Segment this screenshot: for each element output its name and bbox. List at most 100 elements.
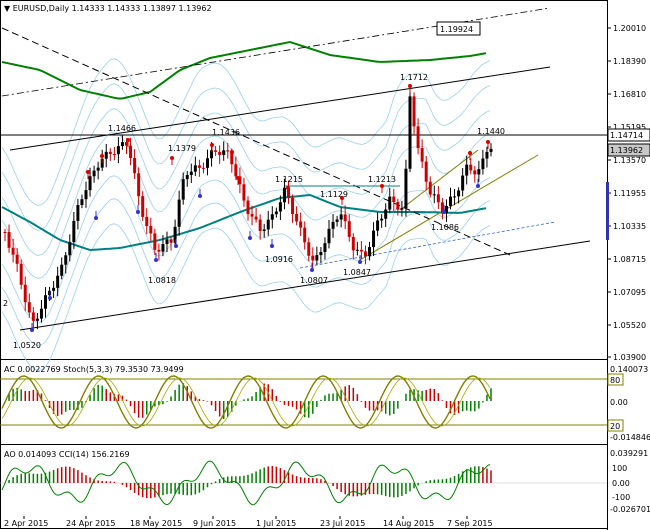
candle-body [343,214,347,222]
lower-channel-line [19,240,591,331]
candle-body [299,221,303,228]
fractal-down-marker [358,260,362,264]
fractal-down-marker [154,258,158,262]
candle-body [145,216,149,227]
fractal-up-marker [468,151,472,155]
candle-body [254,216,258,220]
candle-body [444,205,448,214]
price-tick-label: 1.18390 [613,57,646,66]
candle-body [372,230,376,248]
candle-body [368,247,371,257]
time-label: 14 Aug 2015 [383,519,434,528]
candle-body [270,214,274,220]
candle-body [116,146,120,155]
label-1379: 1.1379 [168,144,196,153]
ac-axis: 0.140073 80 0.00 20 -0.014846 [607,365,650,442]
candle-body [242,184,246,201]
label-1129: 1.1129 [320,190,348,199]
fractal-down-marker [310,268,314,272]
fractal-down-marker [30,328,34,332]
ao-tick-bottom: -0.026701 [610,505,650,514]
candle-body [120,142,124,147]
candle-body [311,255,315,261]
candle-body [400,208,404,210]
candle-body [384,209,388,219]
collapse-triangle-icon[interactable]: ▼ [4,4,13,13]
candle-body [72,220,76,243]
fractal-up-marker [210,143,214,147]
symbol-label: EURUSD,Daily [13,4,70,13]
time-label: 24 Apr 2015 [66,519,115,528]
candle-body [388,196,392,210]
candle-body [473,170,477,175]
ao-cci-panel [0,460,607,506]
candle-body [347,221,351,237]
hline-price-tag [607,128,650,142]
fractal-markers [30,84,490,332]
candle-body [56,275,60,288]
fractal-down-marker [136,210,140,214]
fractal-up-marker [380,184,384,188]
candle-body [262,229,266,231]
dashed-downtrend-line [1,27,511,256]
candle-body [206,158,209,168]
candle-body [3,232,7,233]
candle-body [392,196,396,203]
fractal-up-marker [340,196,344,200]
candle-body [104,151,108,159]
candle-body [266,219,270,230]
candle-body [465,164,469,176]
candle-body [319,251,323,256]
fractal-up-marker [86,170,90,174]
moving-averages [1,40,487,252]
ohlc-values: 1.14333 1.14333 1.13897 1.13962 [72,4,212,13]
candle-body [177,199,181,227]
candle-body [303,227,307,243]
fractal-down-marker [248,236,252,240]
stoch-main-line [1,375,491,429]
candle-body [457,190,461,197]
candle-body [149,226,153,234]
candle-body [327,228,331,244]
candle-body [424,161,428,182]
candle-body [7,232,11,248]
candle-body [282,187,286,203]
candle-body [108,151,112,154]
time-axis: 2 Apr 2015 24 Apr 2015 18 May 2015 9 Jun 20… [4,516,493,528]
fractal-up-marker [236,176,240,180]
candle-body [396,202,400,210]
price-candles [3,89,493,330]
candle-body [380,218,384,221]
fractal-up-marker [408,84,412,88]
level-20-box [607,419,624,432]
candle-body [68,242,72,256]
ac-panel-title: AC 0.0022769 Stoch(5,3,3) 79.3530 73.949… [4,365,184,374]
candle-body [214,150,218,152]
candle-body [39,308,43,319]
candle-body [201,167,205,169]
price-tick-label: 1.16810 [613,90,646,99]
fractal-down-marker [48,296,52,300]
fractal-down-marker [198,194,202,198]
trendlines[interactable] [0,7,607,331]
candle-body [165,239,169,245]
price-axis: 1.20010 1.18390 1.16810 1.15195 1.13570 1.119… [607,24,646,362]
label-0847: 1.0847 [343,268,371,277]
ma-fast-line [1,193,487,252]
level-80-label: 80 [610,376,620,385]
cci-line [1,460,491,506]
label-1436: 1.1436 [212,128,240,137]
ac-stoch-panel [0,375,607,429]
candle-body [428,181,432,195]
candle-body [129,145,133,158]
candle-body [376,220,380,231]
candle-body [295,214,299,222]
label-1712: 1.1712 [400,73,428,82]
ao-tick-zero: 0.00 [612,479,630,488]
candle-body [477,169,481,175]
candle-body [92,170,96,177]
fractal-down-marker [476,184,480,188]
dashdot-upper-channel [1,7,551,97]
candle-body [197,165,201,168]
